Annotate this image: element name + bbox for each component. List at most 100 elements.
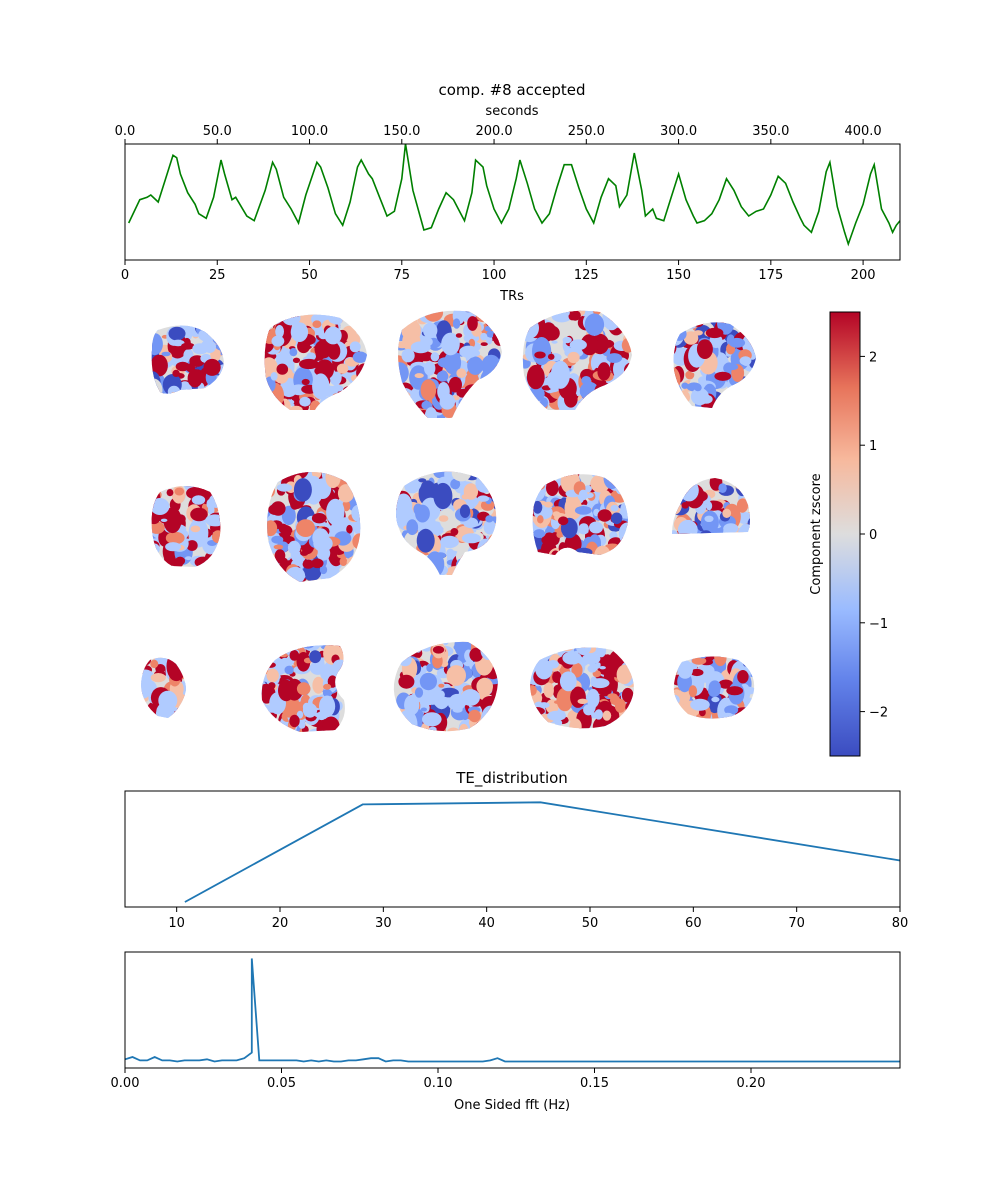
brain-voxel-blob	[278, 523, 288, 534]
colorbar-ticks: −2 −1 0 1 2	[860, 350, 888, 721]
brain-slice-texture	[151, 325, 224, 394]
brain-voxel-blob	[745, 322, 753, 325]
brain-voxel-blob	[352, 559, 361, 568]
brain-voxel-blob	[397, 709, 418, 732]
brain-voxel-blob	[691, 657, 707, 665]
brain-voxel-blob	[326, 566, 340, 575]
brain-voxel-blob	[393, 717, 401, 727]
brain-voxel-blob	[607, 693, 618, 699]
brain-voxel-blob	[396, 482, 401, 495]
brain-voxel-blob	[619, 647, 631, 657]
brain-voxel-blob	[350, 472, 361, 486]
brain-voxel-blob	[530, 647, 550, 656]
brain-voxel-blob	[338, 397, 356, 410]
brain-voxel-blob	[350, 573, 359, 580]
brain-voxel-blob	[742, 387, 756, 400]
brain-voxel-blob	[571, 662, 583, 678]
brain-voxel-blob	[453, 644, 463, 651]
brain-voxel-blob	[396, 544, 409, 561]
brain-voxel-blob	[398, 385, 405, 393]
brain-voxel-blob	[467, 356, 484, 375]
brain-voxel-blob	[628, 640, 637, 647]
brain-voxel-blob	[625, 701, 634, 713]
brain-voxel-blob	[423, 310, 444, 322]
timeseries-top-tick-label: 350.0	[752, 124, 789, 139]
brain-voxel-blob	[325, 472, 341, 489]
brain-voxel-blob	[532, 337, 552, 366]
brain-voxel-blob	[211, 554, 221, 567]
brain-voxel-blob	[420, 707, 427, 712]
brain-voxel-blob	[673, 340, 677, 356]
brain-voxel-blob	[473, 471, 486, 478]
brain-voxel-blob	[700, 510, 719, 534]
brain-voxel-blob	[435, 690, 445, 700]
brain-voxel-blob	[438, 683, 445, 688]
brain-voxel-blob	[547, 353, 555, 360]
brain-voxel-blob	[356, 363, 367, 383]
brain-voxel-blob	[603, 474, 621, 490]
brain-voxel-blob	[448, 376, 462, 393]
brain-voxel-blob	[481, 354, 501, 377]
fft-line	[124, 958, 900, 1063]
brain-voxel-blob	[696, 339, 713, 359]
brain-voxel-blob	[722, 508, 732, 518]
brain-voxel-blob	[613, 310, 621, 320]
brain-voxel-blob	[725, 394, 741, 408]
brain-voxel-blob	[267, 486, 274, 495]
brain-voxel-blob	[151, 498, 170, 515]
brain-voxel-blob	[339, 389, 356, 408]
timeseries-tick-label: 25	[209, 268, 226, 283]
brain-voxel-blob	[267, 483, 276, 498]
brain-voxel-blob	[530, 715, 542, 729]
brain-voxel-blob	[471, 554, 482, 566]
brain-voxel-blob	[483, 463, 493, 469]
brain-voxel-blob	[489, 310, 502, 321]
brain-voxel-blob	[284, 665, 294, 675]
brain-voxel-blob	[461, 689, 480, 706]
brain-voxel-blob	[546, 479, 559, 496]
brain-voxel-blob	[314, 340, 333, 359]
brain-voxel-blob	[452, 318, 461, 329]
brain-voxel-blob	[461, 494, 470, 500]
brain-voxel-blob	[487, 533, 497, 558]
brain-voxel-blob	[302, 702, 311, 712]
brain-voxel-blob	[419, 672, 437, 691]
brain-voxel-blob	[402, 471, 419, 475]
brain-voxel-blob	[426, 695, 439, 705]
brain-voxel-blob	[398, 310, 414, 327]
brain-voxel-blob	[151, 325, 161, 332]
brain-voxel-blob	[461, 533, 481, 544]
fft-tick-label: 0.15	[580, 1076, 609, 1091]
brain-voxel-blob	[393, 715, 409, 732]
brain-voxel-blob	[537, 515, 544, 524]
brain-voxel-blob	[749, 325, 756, 337]
brain-voxel-blob	[292, 357, 301, 363]
brain-voxel-blob	[158, 528, 171, 547]
brain-voxel-blob	[161, 351, 171, 357]
brain-voxel-blob	[673, 390, 684, 403]
brain-voxel-blob	[575, 647, 596, 649]
brain-voxel-blob	[396, 555, 404, 571]
brain-voxel-blob	[567, 351, 580, 364]
brain-voxel-blob	[342, 314, 359, 324]
brain-voxel-blob	[423, 322, 438, 339]
brain-voxel-blob	[627, 333, 632, 344]
brain-voxel-blob	[614, 474, 625, 479]
brain-voxel-blob	[492, 328, 502, 346]
colorbar: −2 −1 0 1 2 Component zscore	[809, 311, 888, 757]
brain-voxel-blob	[309, 400, 321, 410]
brain-voxel-blob	[271, 335, 285, 347]
brain-voxel-blob	[569, 718, 582, 729]
brain-voxel-blob	[141, 669, 154, 683]
brain-voxel-blob	[212, 530, 221, 544]
brain-voxel-blob	[748, 322, 756, 324]
brain-voxel-blob	[409, 725, 418, 732]
brain-voxel-blob	[477, 495, 490, 502]
brain-voxel-blob	[478, 386, 489, 395]
brain-slice	[398, 310, 502, 418]
brain-slice-texture	[261, 645, 345, 732]
brain-voxel-blob	[673, 390, 678, 396]
brain-voxel-blob	[742, 711, 753, 719]
brain-voxel-blob	[491, 641, 498, 654]
brain-voxel-blob	[589, 521, 603, 534]
